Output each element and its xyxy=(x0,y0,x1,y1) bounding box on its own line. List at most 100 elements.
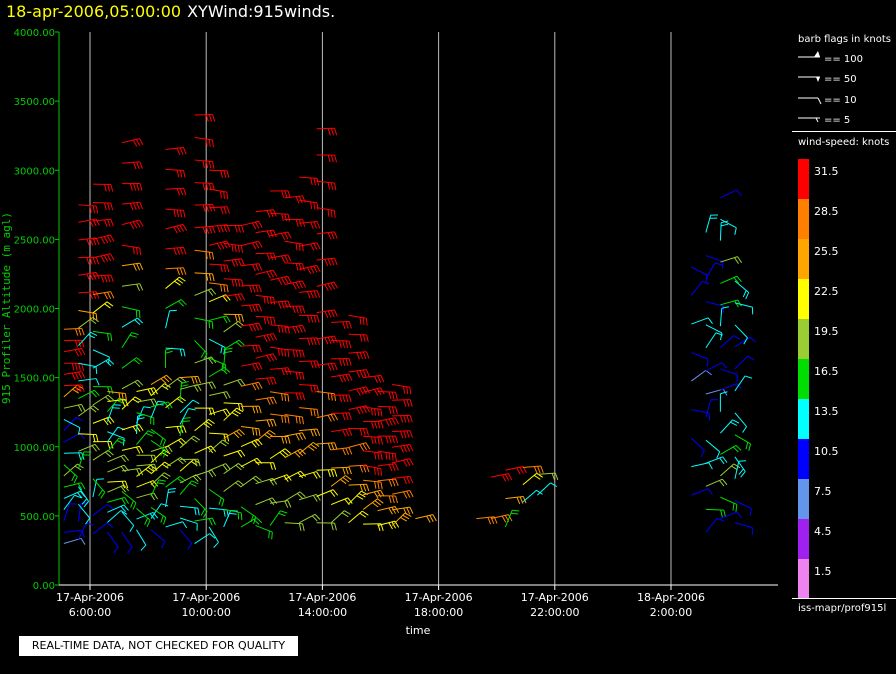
wind-barb xyxy=(78,433,99,442)
wind-barb xyxy=(734,280,750,300)
wind-barb xyxy=(107,390,128,401)
wind-barb xyxy=(121,332,139,349)
wind-barb xyxy=(270,212,291,222)
y-tick-label: 3500.00 xyxy=(14,97,55,108)
wind-barb xyxy=(331,340,352,349)
wind-barb xyxy=(734,375,753,392)
wind-barb xyxy=(107,431,125,446)
wind-barb xyxy=(180,505,200,516)
wind-barb xyxy=(299,407,319,417)
wind-barb xyxy=(363,374,385,384)
wind-barb xyxy=(255,376,277,386)
wind-barb xyxy=(223,508,243,521)
wind-barb xyxy=(121,244,142,256)
wind-barb xyxy=(331,320,352,329)
wind-barb xyxy=(121,445,144,454)
wind-barb xyxy=(78,378,100,386)
wind-barb xyxy=(734,522,753,535)
wind-barb xyxy=(78,405,100,417)
wind-barb xyxy=(392,489,414,499)
wind-barb xyxy=(720,368,738,383)
wind-barb xyxy=(691,352,709,367)
wind-barb xyxy=(316,390,337,401)
wind-barb xyxy=(194,445,217,454)
wind-barb xyxy=(165,521,188,529)
speed-label: 16.5 xyxy=(814,365,839,378)
wind-barb xyxy=(92,386,114,394)
wind-barb xyxy=(316,207,336,218)
wind-barb xyxy=(208,408,231,417)
wind-barb xyxy=(223,225,245,233)
wind-barb xyxy=(92,349,110,365)
wind-barb xyxy=(734,355,755,370)
wind-barb xyxy=(705,362,728,372)
wind-barb xyxy=(377,478,399,487)
speed-legend-header: wind-speed: knots xyxy=(798,137,890,148)
wind-barb xyxy=(299,471,321,479)
wind-barb xyxy=(107,398,129,407)
y-tick-label: 1500.00 xyxy=(14,374,55,385)
wind-barb xyxy=(348,314,368,326)
wind-barb xyxy=(241,344,262,353)
wind-barb xyxy=(107,484,129,493)
wind-barb xyxy=(299,428,321,437)
wind-barb xyxy=(179,517,198,531)
barb-10-icon xyxy=(798,97,822,105)
wind-barb xyxy=(331,394,352,403)
wind-barb xyxy=(284,280,307,290)
grid-lines xyxy=(89,32,672,585)
wind-barb xyxy=(92,218,114,227)
wind-barb xyxy=(150,472,171,486)
wind-barb xyxy=(165,425,187,434)
wind-barb xyxy=(348,369,370,378)
wind-barb xyxy=(392,506,414,515)
wind-barb xyxy=(691,266,708,283)
wind-barb xyxy=(240,240,263,250)
title-main: XYWind:915winds. xyxy=(187,2,336,21)
wind-barb xyxy=(348,428,369,436)
wind-barb xyxy=(734,434,752,451)
wind-barb xyxy=(377,505,400,515)
wind-barb xyxy=(331,412,352,421)
wind-barb xyxy=(121,183,143,191)
wind-barb xyxy=(106,404,121,422)
wind-barb xyxy=(316,413,339,422)
wind-barb xyxy=(522,489,543,503)
wind-barb xyxy=(270,413,290,424)
wind-barb xyxy=(316,489,339,497)
wind-barb xyxy=(255,252,277,261)
wind-barb xyxy=(284,262,305,271)
wind-barb xyxy=(180,458,201,467)
x-tick-time: 14:00:00 xyxy=(298,606,347,619)
barb-legend-50: == 50 xyxy=(824,74,857,85)
chart-title: 18-apr-2006,05:00:00 XYWind:915winds. xyxy=(6,2,335,22)
wind-barb xyxy=(78,389,100,399)
wind-barb xyxy=(150,374,173,385)
wind-barb xyxy=(331,358,352,366)
wind-barb xyxy=(223,242,244,253)
wind-barb xyxy=(107,496,130,505)
wind-barb xyxy=(63,494,82,510)
wind-barb xyxy=(705,478,728,487)
wind-barb xyxy=(194,159,215,169)
wind-barb xyxy=(719,306,729,327)
speed-swatch xyxy=(798,399,809,439)
wind-barb xyxy=(121,219,144,230)
wind-barb xyxy=(348,333,369,342)
wind-barb xyxy=(377,495,398,504)
wind-barb xyxy=(316,281,339,291)
barb-legend-10: == 10 xyxy=(824,95,857,106)
wind-barb xyxy=(269,510,288,526)
wind-barb xyxy=(209,263,230,273)
wind-barb xyxy=(331,447,353,456)
wind-barb xyxy=(63,384,85,393)
barb-legend-header: barb flags in knots xyxy=(798,34,891,45)
wind-barb xyxy=(194,137,214,148)
wind-barb xyxy=(241,284,262,293)
wind-barb xyxy=(316,127,338,136)
wind-barb xyxy=(150,439,167,458)
wind-barb xyxy=(331,466,352,475)
wind-barb xyxy=(255,315,276,325)
wind-barb xyxy=(392,444,414,453)
wind-barb xyxy=(121,262,144,271)
